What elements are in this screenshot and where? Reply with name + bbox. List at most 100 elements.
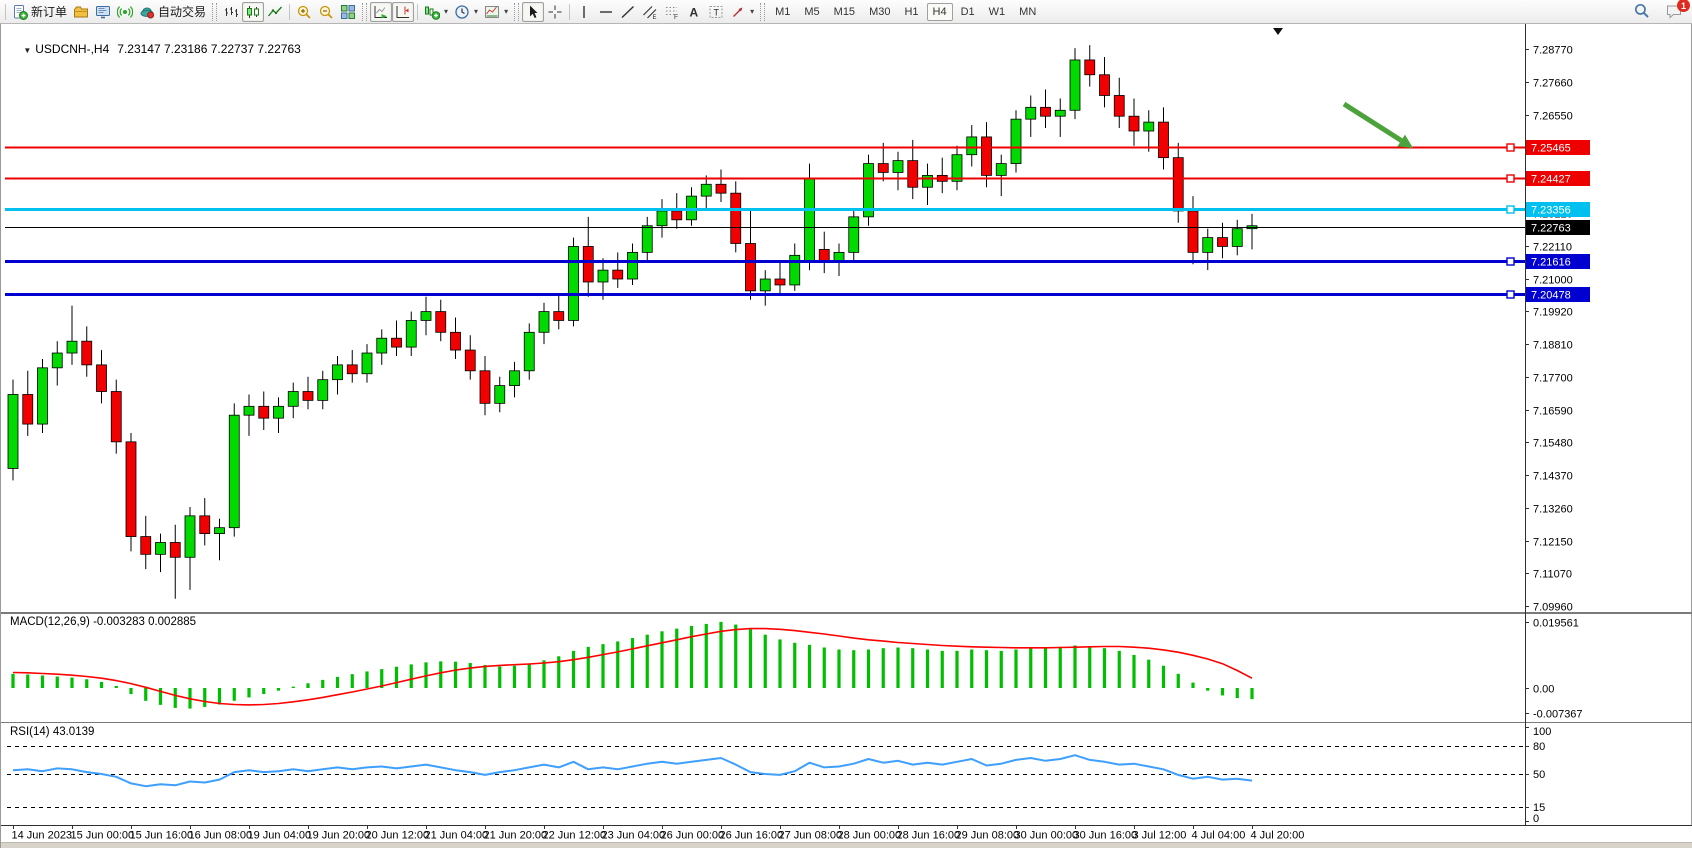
search-button[interactable]: [1630, 1, 1654, 21]
terminal-button[interactable]: [92, 2, 114, 22]
svg-text:0: 0: [1533, 813, 1539, 825]
rsi-indicator-panel[interactable]: 100 80 50 150: [1, 723, 1692, 826]
chart-ohlc-values: 7.23147 7.23186 7.22737 7.22763: [117, 42, 301, 56]
macd-indicator-panel[interactable]: 0.019561 0.00 -0.007367: [1, 613, 1692, 723]
tile-windows-button[interactable]: [337, 2, 359, 22]
svg-text:19 Jun 04:00: 19 Jun 04:00: [248, 830, 312, 842]
text-icon: A: [686, 4, 702, 20]
new-order-label: 新订单: [31, 5, 68, 19]
text-label-icon: T: [708, 4, 724, 20]
candlestick-chart-icon: [245, 4, 261, 20]
toolbar-separator: [5, 3, 6, 20]
broadcast-icon: [117, 4, 134, 20]
svg-text:80: 80: [1533, 741, 1545, 753]
new-order-icon: [12, 4, 28, 20]
timeframe-button-m15[interactable]: M15: [833, 5, 856, 18]
toolbar-grip[interactable]: [212, 2, 218, 21]
rsi-label: RSI(14) 43.0139: [10, 726, 95, 738]
cursor-tool-button[interactable]: [522, 1, 545, 22]
autotrading-button[interactable]: 自动交易: [136, 2, 209, 22]
svg-text:19 Jun 20:00: 19 Jun 20:00: [307, 830, 371, 842]
svg-text:7.09960: 7.09960: [1533, 602, 1573, 614]
svg-text:23 Jun 04:00: 23 Jun 04:00: [602, 830, 666, 842]
bar-chart-button[interactable]: [220, 2, 242, 22]
clock-icon: [454, 4, 470, 20]
chart-title: ▼ USDCNH-,H4 7.23147 7.23186 7.22737 7.227…: [10, 28, 301, 70]
trendline-icon: [620, 4, 636, 20]
fibonacci-icon: F: [664, 4, 680, 20]
search-icon: [1633, 2, 1651, 20]
svg-text:F: F: [674, 14, 678, 20]
timeframe-button-w1[interactable]: W1: [988, 5, 1006, 18]
text-tool-button[interactable]: A: [683, 2, 705, 22]
chart-window: 7.287707.276607.265507.254407.243307.232…: [0, 24, 1692, 848]
horizontal-line-tool-button[interactable]: [595, 2, 617, 22]
svg-text:4 Jul 04:00: 4 Jul 04:00: [1192, 830, 1246, 842]
cursor-icon: [525, 4, 541, 20]
timeframe-button-h4[interactable]: H4: [926, 2, 953, 21]
line-chart-button[interactable]: [264, 2, 286, 22]
svg-text:7.22763: 7.22763: [1531, 223, 1571, 235]
chart-shift-button[interactable]: [392, 1, 415, 22]
svg-text:7.13260: 7.13260: [1533, 504, 1573, 516]
text-label-tool-button[interactable]: T: [705, 2, 727, 22]
timeframe-button-d1[interactable]: D1: [960, 5, 975, 18]
svg-text:21 Jun 20:00: 21 Jun 20:00: [484, 830, 548, 842]
dropdown-caret-icon: ▾: [474, 7, 479, 16]
news-broadcast-button[interactable]: [114, 2, 136, 22]
price-chart-panel[interactable]: 7.287707.276607.265507.254407.243307.232…: [1, 24, 1692, 613]
timeframe-button-h1[interactable]: H1: [904, 5, 919, 18]
vertical-line-icon: [576, 4, 592, 20]
profiles-icon: [73, 4, 89, 20]
new-chart-dropdown[interactable]: ▾: [421, 2, 451, 22]
horizontal-line-icon: [598, 4, 614, 20]
auto-scroll-button[interactable]: [370, 1, 393, 22]
periods-dropdown[interactable]: ▾: [451, 2, 481, 22]
svg-text:7.23356: 7.23356: [1531, 205, 1571, 217]
toolbar-grip[interactable]: [362, 2, 368, 21]
chat-notification-badge: 1: [1677, 0, 1690, 12]
svg-text:0.019561: 0.019561: [1533, 618, 1579, 630]
shapes-dropdown[interactable]: ▾: [727, 2, 757, 22]
toolbar-grip[interactable]: [514, 2, 520, 21]
tile-windows-icon: [340, 4, 356, 20]
timeframe-button-m30[interactable]: M30: [869, 5, 891, 18]
svg-text:7.19920: 7.19920: [1533, 307, 1573, 319]
channel-tool-button[interactable]: E: [639, 2, 661, 22]
profiles-button[interactable]: [70, 2, 92, 22]
candlestick-chart-button[interactable]: [242, 1, 265, 22]
timeframe-button-mn[interactable]: MN: [1019, 5, 1037, 18]
timeframe-button-m1[interactable]: M1: [775, 5, 791, 18]
horizontal-scrollbar[interactable]: [1, 842, 1692, 848]
svg-text:3 Jul 12:00: 3 Jul 12:00: [1133, 830, 1187, 842]
svg-text:7.22110: 7.22110: [1533, 242, 1572, 254]
svg-text:100: 100: [1533, 726, 1551, 738]
zoom-out-button[interactable]: [315, 2, 337, 22]
svg-text:22 Jun 12:00: 22 Jun 12:00: [543, 830, 607, 842]
trendline-tool-button[interactable]: [617, 2, 639, 22]
svg-text:7.12150: 7.12150: [1533, 537, 1573, 549]
svg-text:30 Jun 00:00: 30 Jun 00:00: [1015, 830, 1079, 842]
zoom-out-icon: [318, 4, 334, 20]
chart-corner-caret-icon[interactable]: [1273, 28, 1283, 35]
timeframe-button-m5[interactable]: M5: [804, 5, 820, 18]
svg-text:20 Jun 12:00: 20 Jun 12:00: [366, 830, 430, 842]
zoom-in-button[interactable]: [293, 2, 315, 22]
chat-button[interactable]: 1: [1662, 0, 1690, 21]
templates-dropdown[interactable]: ▾: [481, 2, 511, 22]
new-order-button[interactable]: 新订单: [9, 2, 70, 22]
svg-text:27 Jun 08:00: 27 Jun 08:00: [779, 830, 843, 842]
svg-text:7.25465: 7.25465: [1531, 143, 1571, 155]
crosshair-icon: [547, 4, 563, 20]
svg-text:15 Jun 16:00: 15 Jun 16:00: [130, 830, 194, 842]
bar-chart-icon: [223, 4, 239, 20]
svg-text:29 Jun 08:00: 29 Jun 08:00: [956, 830, 1020, 842]
svg-text:7.21616: 7.21616: [1531, 257, 1571, 269]
crosshair-tool-button[interactable]: [544, 2, 566, 22]
svg-text:26 Jun 16:00: 26 Jun 16:00: [720, 830, 784, 842]
svg-text:7.28770: 7.28770: [1533, 45, 1573, 57]
toolbar-grip[interactable]: [760, 2, 766, 21]
vertical-line-tool-button[interactable]: [573, 2, 595, 22]
fibonacci-tool-button[interactable]: F: [661, 2, 683, 22]
